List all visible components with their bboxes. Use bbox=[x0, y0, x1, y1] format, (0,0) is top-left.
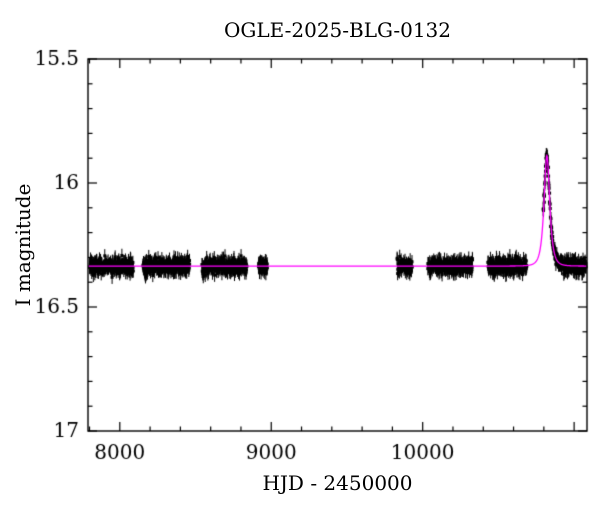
x-axis-label: HJD - 2450000 bbox=[262, 471, 413, 495]
chart-title: OGLE-2025-BLG-0132 bbox=[223, 18, 452, 42]
y-axis-label: I magnitude bbox=[11, 183, 35, 307]
